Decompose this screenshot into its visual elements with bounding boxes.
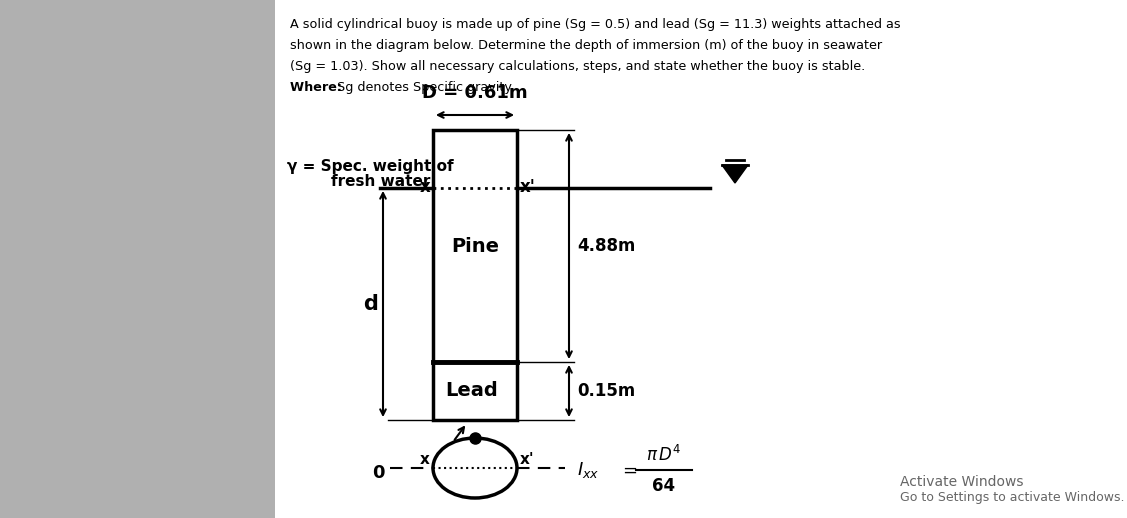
Bar <box>433 130 517 362</box>
Text: fresh water: fresh water <box>310 174 431 189</box>
Ellipse shape <box>433 438 517 498</box>
Text: 0.15m: 0.15m <box>577 382 636 400</box>
Text: Sg denotes Specific gravity: Sg denotes Specific gravity <box>337 81 512 94</box>
Text: 4.88m: 4.88m <box>577 237 636 255</box>
Text: x: x <box>420 452 431 467</box>
Text: 0: 0 <box>373 464 385 482</box>
Text: D = 0.61m: D = 0.61m <box>423 84 527 102</box>
Text: Where:: Where: <box>290 81 346 94</box>
Text: A solid cylindrical buoy is made up of pine (Sg = 0.5) and lead (Sg = 11.3) weig: A solid cylindrical buoy is made up of p… <box>290 18 900 31</box>
Text: shown in the diagram below. Determine the depth of immersion (m) of the buoy in : shown in the diagram below. Determine th… <box>290 39 882 52</box>
Polygon shape <box>722 165 748 183</box>
Text: Go to Settings to activate Windows.: Go to Settings to activate Windows. <box>900 492 1125 505</box>
Bar <box>275 0 1127 518</box>
Text: $=$: $=$ <box>619 461 638 479</box>
Text: Pine: Pine <box>451 237 499 255</box>
Text: $\pi\,D^4$: $\pi\,D^4$ <box>646 445 682 465</box>
Text: $I_{xx}$: $I_{xx}$ <box>577 460 600 480</box>
Text: Activate Windows: Activate Windows <box>900 475 1023 489</box>
Text: d: d <box>363 294 378 314</box>
Text: x: x <box>420 178 431 196</box>
Text: (Sg = 1.03). Show all necessary calculations, steps, and state whether the buoy : (Sg = 1.03). Show all necessary calculat… <box>290 60 866 73</box>
Text: 64: 64 <box>653 477 675 495</box>
Text: Lead: Lead <box>445 381 498 400</box>
Text: x': x' <box>520 452 534 467</box>
Text: γ = Spec. weight of: γ = Spec. weight of <box>286 159 453 174</box>
Text: x': x' <box>520 178 535 196</box>
Bar <box>433 362 517 420</box>
